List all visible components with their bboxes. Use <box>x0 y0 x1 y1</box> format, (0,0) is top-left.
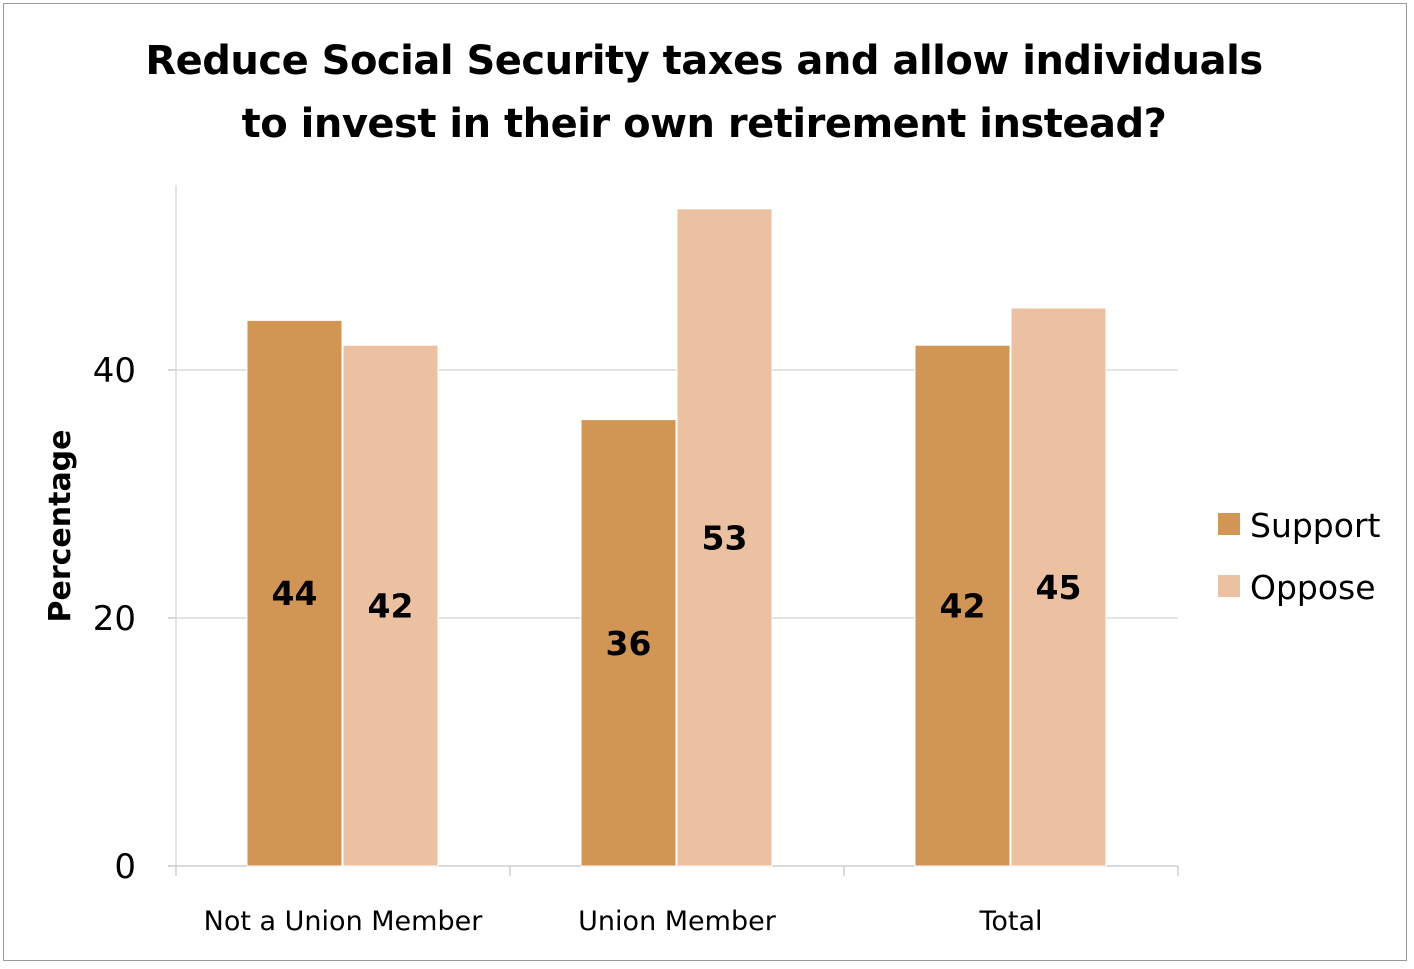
y-axis-title: Percentage <box>43 429 78 622</box>
data-label: 42 <box>368 587 414 626</box>
y-tick-label: 0 <box>114 847 136 887</box>
data-label: 42 <box>940 587 986 626</box>
legend-swatch-oppose <box>1218 575 1240 597</box>
bar-oppose <box>676 208 773 867</box>
data-label: 36 <box>606 624 652 663</box>
bar-oppose <box>342 344 439 867</box>
data-label: 45 <box>1036 568 1082 607</box>
data-label: 44 <box>272 574 318 613</box>
chart-title-line-1: Reduce Social Security taxes and allow i… <box>145 38 1263 84</box>
bar-oppose <box>1010 307 1107 867</box>
data-label: 53 <box>702 518 748 557</box>
x-category-label: Not a Union Member <box>204 906 484 937</box>
legend-label-support: Support <box>1250 506 1381 545</box>
legend-swatch-support <box>1218 513 1240 535</box>
bar-support <box>246 319 343 867</box>
legend-label-oppose: Oppose <box>1250 568 1376 607</box>
y-tick-label: 20 <box>93 599 136 639</box>
legend: Support Oppose <box>1218 506 1381 607</box>
data-labels: 44 42 36 53 42 45 <box>272 518 1082 662</box>
x-category-label: Total <box>978 906 1042 937</box>
y-tick-label: 40 <box>93 351 136 391</box>
chart-title: Reduce Social Security taxes and allow i… <box>0 30 1408 156</box>
bar-support <box>914 344 1011 867</box>
bar-support <box>580 419 677 867</box>
bars <box>246 208 1107 867</box>
chart-title-line-2: to invest in their own retirement instea… <box>241 101 1167 147</box>
x-category-label: Union Member <box>578 906 777 937</box>
